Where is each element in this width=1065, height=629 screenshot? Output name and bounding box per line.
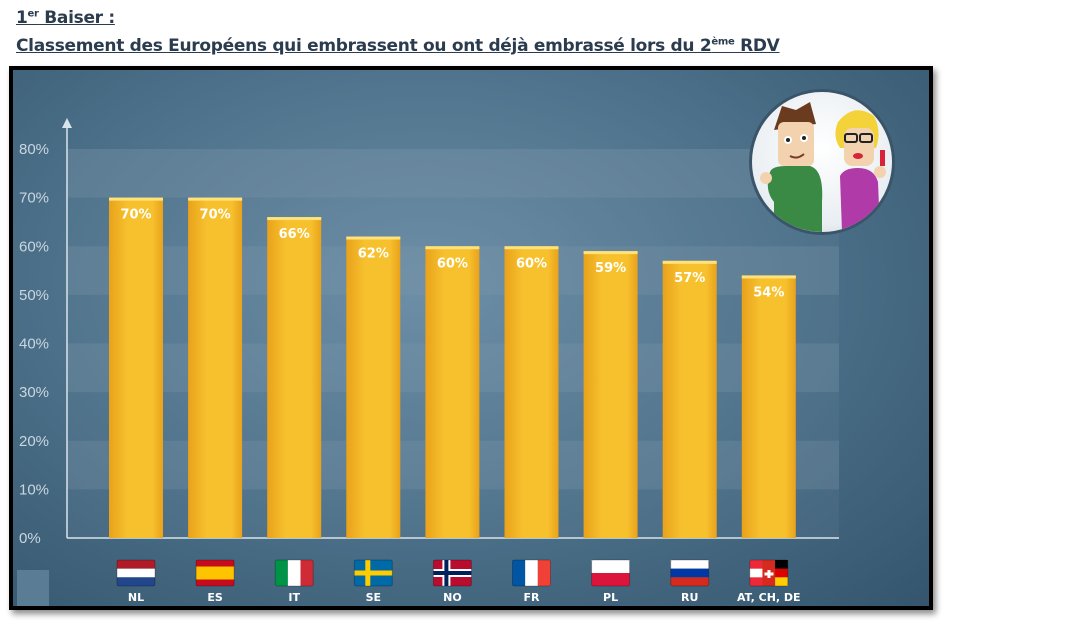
- flag-it-icon: [274, 559, 314, 587]
- bar-no: [425, 246, 480, 538]
- y-tick-label: 80%: [19, 141, 49, 158]
- y-tick-label: 10%: [19, 481, 49, 498]
- bar-se: [346, 236, 401, 538]
- category-label: FR: [524, 591, 541, 604]
- chart-frame: 0% 10% 20% 30% 40% 50% 60% 70% 80% 70% NL 70% ES 66% I…: [9, 66, 933, 610]
- chart-title-line2: Classement des Européens qui embrassent …: [16, 36, 780, 56]
- y-tick-label: 50%: [19, 287, 49, 304]
- bar-top-highlight: [504, 246, 559, 250]
- flag-at-ch-de-icon: [749, 559, 789, 587]
- flag-es-icon: [195, 559, 235, 587]
- data-label: 60%: [437, 256, 468, 271]
- y-tick-label: 20%: [19, 433, 49, 450]
- data-label: 60%: [516, 256, 547, 271]
- couple-illustration: [749, 89, 895, 235]
- flag-se-icon: [353, 559, 393, 587]
- data-label: 57%: [674, 271, 705, 286]
- category-label: NO: [443, 591, 462, 604]
- bar-top-highlight: [109, 197, 163, 201]
- data-label: 70%: [200, 208, 231, 223]
- couple-cartoon-icon: [760, 102, 886, 232]
- bar-top-highlight: [346, 236, 401, 240]
- bar-top-highlight: [188, 197, 243, 201]
- bar-at-ch-de: [741, 275, 796, 538]
- y-tick-label: 0%: [19, 530, 41, 547]
- chart-title-line1: 1er Baiser :: [16, 8, 115, 28]
- corner-decoration: [17, 570, 49, 606]
- y-tick-label: 40%: [19, 336, 49, 353]
- bar-top-highlight: [267, 217, 322, 221]
- chart-panel: 0% 10% 20% 30% 40% 50% 60% 70% 80% 70% NL 70% ES 66% I…: [13, 70, 929, 606]
- bar-it: [267, 217, 322, 538]
- category-label: SE: [366, 591, 381, 604]
- grid-band: [67, 149, 839, 198]
- bar-nl: [109, 197, 163, 538]
- y-axis-arrow-icon: [62, 118, 72, 128]
- flag-pl-icon: [591, 559, 631, 587]
- y-tick-label: 30%: [19, 384, 49, 401]
- bar-chart: 0% 10% 20% 30% 40% 50% 60% 70% 80% 70% NL 70% ES 66% I…: [19, 118, 839, 604]
- category-label: IT: [288, 591, 300, 604]
- flag-ru-icon: [670, 559, 710, 587]
- data-label: 59%: [595, 261, 626, 276]
- category-label: ES: [207, 591, 223, 604]
- bar-ru: [662, 260, 717, 538]
- y-tick-label: 70%: [19, 190, 49, 207]
- bar-pl: [583, 251, 638, 539]
- bar-top-highlight: [583, 251, 638, 255]
- grid-band: [67, 197, 839, 247]
- data-label: 54%: [753, 285, 784, 300]
- category-label: PL: [603, 591, 618, 604]
- flag-nl-icon: [116, 559, 156, 587]
- flag-fr-icon: [512, 559, 551, 587]
- y-tick-label: 60%: [19, 238, 49, 255]
- data-label: 70%: [120, 208, 151, 223]
- category-label: RU: [681, 591, 698, 604]
- data-label: 66%: [279, 227, 310, 242]
- bar-fr: [504, 246, 559, 538]
- bar-top-highlight: [662, 260, 717, 264]
- bar-es: [188, 197, 243, 538]
- bar-top-highlight: [741, 275, 796, 279]
- bar-top-highlight: [425, 246, 480, 250]
- category-label: AT, CH, DE: [737, 591, 801, 604]
- category-label: NL: [128, 591, 144, 604]
- data-label: 62%: [358, 247, 389, 262]
- flag-no-icon: [432, 559, 472, 587]
